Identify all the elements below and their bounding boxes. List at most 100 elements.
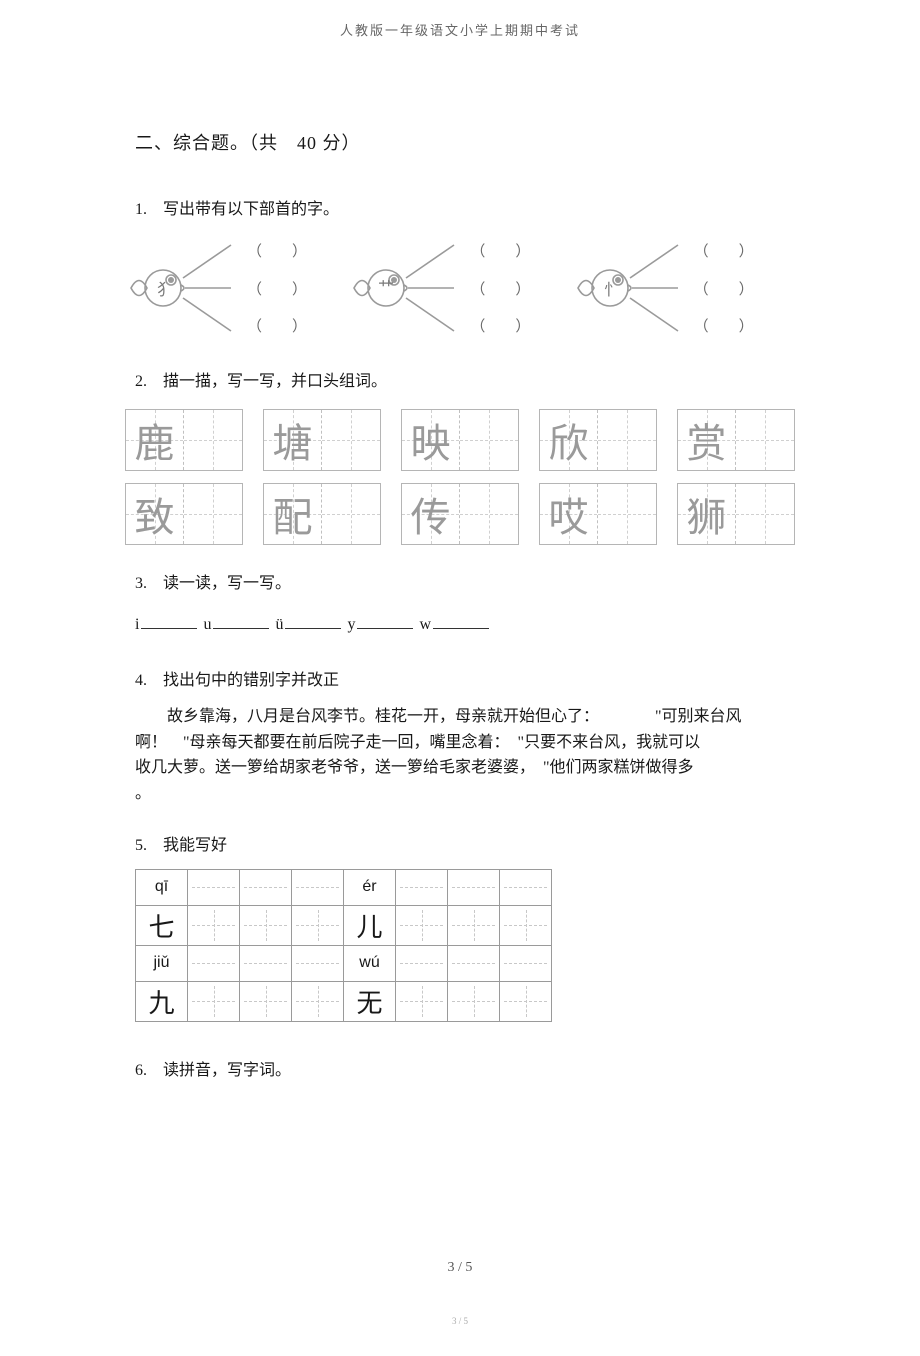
blank-cell[interactable]: [240, 905, 292, 945]
q5-text: 我能写好: [163, 837, 227, 854]
blank-cell[interactable]: [396, 869, 448, 905]
blank-cell[interactable]: [396, 981, 448, 1021]
blank-cell[interactable]: [448, 981, 500, 1021]
pinyin-cell: jiǔ: [136, 945, 188, 981]
paren-i[interactable]: （ ）: [694, 315, 754, 336]
blank-cell[interactable]: [188, 945, 240, 981]
q3-let-2: ü: [275, 616, 283, 633]
q4-num: 4.: [135, 672, 163, 690]
table-row: 七 儿: [136, 905, 552, 945]
trace-cell[interactable]: 欣: [539, 409, 657, 471]
trace-char: 映: [411, 411, 451, 469]
trace-cell[interactable]: 哎: [539, 483, 657, 545]
q3-let-3: y: [347, 616, 355, 633]
blank-cell[interactable]: [500, 905, 552, 945]
q2-text: 描一描，写一写，并口头组词。: [163, 373, 387, 390]
trace-char: 赏: [687, 411, 727, 469]
radical-3: 忄: [604, 282, 620, 299]
q1-group-1: 犭 （ ） （ ） （ ）: [125, 233, 348, 343]
trace-char: 鹿: [135, 411, 175, 469]
paren-stack-1: （ ） （ ） （ ）: [247, 240, 307, 336]
blank-cell[interactable]: [240, 869, 292, 905]
mini-footer: 3 / 5: [135, 1316, 785, 1326]
trace-char: 欣: [549, 411, 589, 469]
paren-b[interactable]: （ ）: [247, 278, 307, 299]
paren-c[interactable]: （ ）: [247, 315, 307, 336]
blank-cell[interactable]: [500, 981, 552, 1021]
blank-cell[interactable]: [292, 869, 344, 905]
paren-e[interactable]: （ ）: [470, 278, 530, 299]
radical-1: 犭: [157, 281, 173, 299]
q5-num: 5.: [135, 837, 163, 855]
radical-2: 艹: [378, 280, 394, 297]
trace-char: 传: [411, 485, 451, 543]
q3-text: 读一读，写一写。: [163, 575, 291, 592]
paren-h[interactable]: （ ）: [694, 278, 754, 299]
page-footer: 3 / 5: [135, 1260, 785, 1276]
q5-table: qī ér 七 儿 jiǔ wú: [135, 869, 552, 1022]
q4-line1: 故乡靠海，八月是台风李节。桂花一开，母亲就开始但心了： "可别来台风: [135, 704, 785, 730]
blank-cell[interactable]: [292, 945, 344, 981]
blank[interactable]: [285, 613, 341, 629]
paren-a[interactable]: （ ）: [247, 240, 307, 261]
blank-cell[interactable]: [396, 905, 448, 945]
blank-cell[interactable]: [188, 905, 240, 945]
fish-icon-3: 忄: [572, 233, 692, 343]
q3-let-1: u: [203, 616, 211, 633]
blank-cell[interactable]: [448, 869, 500, 905]
q1-group-2: 艹 （ ） （ ） （ ）: [348, 233, 571, 343]
q2-row2: 致 配 传 哎 狮: [125, 483, 795, 545]
table-row: 九 无: [136, 981, 552, 1021]
page-header: 人教版一年级语文小学上期期中考试: [135, 20, 785, 39]
blank-cell[interactable]: [240, 981, 292, 1021]
q6-num: 6.: [135, 1062, 163, 1080]
trace-cell[interactable]: 鹿: [125, 409, 243, 471]
q1-group-3: 忄 （ ） （ ） （ ）: [572, 233, 795, 343]
blank[interactable]: [213, 613, 269, 629]
q4-line4: 。: [135, 781, 785, 807]
blank-cell[interactable]: [396, 945, 448, 981]
blank-cell[interactable]: [292, 981, 344, 1021]
pinyin-cell: wú: [344, 945, 396, 981]
blank-cell[interactable]: [188, 981, 240, 1021]
paren-g[interactable]: （ ）: [694, 240, 754, 261]
pinyin-cell: qī: [136, 869, 188, 905]
q6-text: 读拼音，写字词。: [163, 1062, 291, 1079]
fish-3: 忄: [572, 233, 692, 343]
blank-cell[interactable]: [188, 869, 240, 905]
q4-line3: 收几大萝。送一箩给胡家老爷爷，送一箩给毛家老婆婆， "他们两家糕饼做得多: [135, 755, 785, 781]
trace-char: 致: [135, 485, 175, 543]
q3-title: 3.读一读，写一写。: [135, 569, 785, 593]
trace-cell[interactable]: 映: [401, 409, 519, 471]
blank-cell[interactable]: [500, 869, 552, 905]
trace-cell[interactable]: 赏: [677, 409, 795, 471]
blank-cell[interactable]: [292, 905, 344, 945]
trace-cell[interactable]: 配: [263, 483, 381, 545]
paren-d[interactable]: （ ）: [470, 240, 530, 261]
trace-char: 哎: [549, 485, 589, 543]
pinyin-cell: ér: [344, 869, 396, 905]
trace-cell[interactable]: 致: [125, 483, 243, 545]
q4-text: 找出句中的错别字并改正: [163, 672, 339, 689]
blank-cell[interactable]: [240, 945, 292, 981]
hanzi-cell: 九: [136, 981, 188, 1021]
trace-cell[interactable]: 狮: [677, 483, 795, 545]
paren-f[interactable]: （ ）: [470, 315, 530, 336]
q2-trace-wrap: 鹿 塘 映 欣 赏 致 配 传 哎 狮: [125, 409, 795, 545]
table-row: qī ér: [136, 869, 552, 905]
paren-stack-3: （ ） （ ） （ ）: [694, 240, 754, 336]
q4-title: 4.找出句中的错别字并改正: [135, 666, 785, 690]
blank-cell[interactable]: [448, 945, 500, 981]
paren-stack-2: （ ） （ ） （ ）: [470, 240, 530, 336]
blank-cell[interactable]: [448, 905, 500, 945]
trace-cell[interactable]: 传: [401, 483, 519, 545]
q2-num: 2.: [135, 373, 163, 391]
blank[interactable]: [141, 613, 197, 629]
blank[interactable]: [357, 613, 413, 629]
fish-icon-1: 犭: [125, 233, 245, 343]
blank-cell[interactable]: [500, 945, 552, 981]
blank[interactable]: [433, 613, 489, 629]
q1-text: 写出带有以下部首的字。: [163, 201, 339, 218]
q1-title: 1.写出带有以下部首的字。: [135, 195, 785, 219]
trace-cell[interactable]: 塘: [263, 409, 381, 471]
